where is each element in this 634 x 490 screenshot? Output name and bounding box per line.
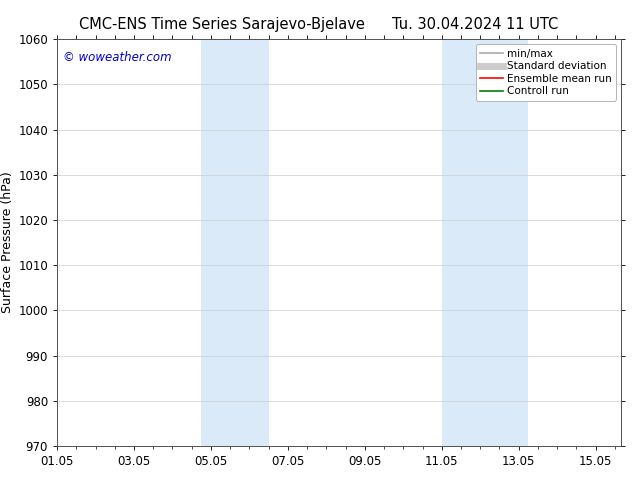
Text: © woweather.com: © woweather.com <box>63 51 171 64</box>
Bar <box>230 39 269 446</box>
Bar <box>442 39 480 446</box>
Text: Tu. 30.04.2024 11 UTC: Tu. 30.04.2024 11 UTC <box>392 17 559 32</box>
Text: CMC-ENS Time Series Sarajevo-Bjelave: CMC-ENS Time Series Sarajevo-Bjelave <box>79 17 365 32</box>
Bar <box>202 39 230 446</box>
Legend: min/max, Standard deviation, Ensemble mean run, Controll run: min/max, Standard deviation, Ensemble me… <box>476 45 616 100</box>
Bar <box>480 39 528 446</box>
Y-axis label: Surface Pressure (hPa): Surface Pressure (hPa) <box>1 172 14 314</box>
